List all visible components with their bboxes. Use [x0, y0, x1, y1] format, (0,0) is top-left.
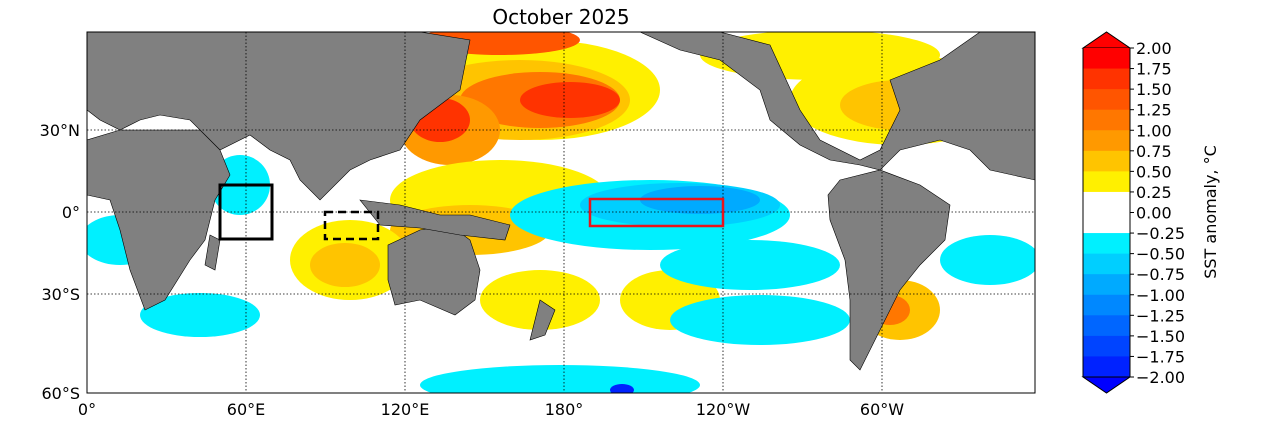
colorbar-segment — [1083, 356, 1130, 378]
colorbar-tick-label: −1.25 — [1136, 306, 1185, 325]
lon-label: 60°W — [860, 400, 904, 419]
colorbar-tick-label: 1.00 — [1136, 121, 1172, 140]
colorbar-segment — [1083, 294, 1130, 316]
colorbar-tick-label: 1.25 — [1136, 101, 1172, 120]
colorbar-segment — [1083, 253, 1130, 275]
lat-label: 60°S — [41, 384, 80, 403]
colorbar-segment — [1083, 191, 1130, 213]
lat-label: 30°N — [40, 121, 80, 140]
nino34-box — [588, 197, 725, 228]
colorbar-tick-label: 2.00 — [1136, 39, 1172, 58]
lat-label: 0° — [62, 203, 80, 222]
lon-labels: 0° 60°E 120°E 180° 120°W 60°W — [78, 400, 904, 419]
colorbar-tick-label: 0.25 — [1136, 183, 1172, 202]
colorbar-segment — [1083, 68, 1130, 90]
colorbar-segment — [1083, 130, 1130, 152]
colorbar-tick-label: −1.00 — [1136, 286, 1185, 305]
colorbar-segment — [1083, 315, 1130, 337]
colorbar-segment — [1083, 150, 1130, 172]
colorbar-tick-label: 1.75 — [1136, 60, 1172, 79]
lat-label: 30°S — [41, 285, 80, 304]
colorbar-segment — [1083, 335, 1130, 357]
sst-anomaly-field — [87, 32, 1035, 393]
colorbar-tick-label: −0.75 — [1136, 265, 1185, 284]
lat-labels: 30°N 0° 30°S 60°S — [40, 121, 80, 403]
lon-label: 120°E — [381, 400, 430, 419]
western-indian-ocean-box — [218, 183, 274, 241]
colorbar-segment — [1083, 48, 1130, 70]
colorbar-extend-under — [1081, 376, 1132, 394]
lon-label: 180° — [545, 400, 584, 419]
graticule — [87, 32, 1035, 393]
colorbar: 2.00 1.751.50 1.251.00 0.750.50 0.25 0.00−0.2… — [1081, 31, 1185, 394]
lon-label: 120°W — [696, 400, 751, 419]
colorbar-tick-label: −1.50 — [1136, 327, 1185, 346]
land-masses — [87, 32, 1035, 371]
eastern-indian-ocean-box — [323, 210, 380, 241]
colorbar-tick-label: −0.50 — [1136, 245, 1185, 264]
colorbar-extend-over — [1081, 31, 1132, 49]
lon-label: 60°E — [227, 400, 265, 419]
colorbar-segment — [1083, 109, 1130, 131]
colorbar-tick-label: 0.00 — [1136, 204, 1172, 223]
colorbar-segment — [1083, 89, 1130, 111]
colorbar-tick-label: −2.00 — [1136, 368, 1185, 387]
colorbar-segment — [1083, 274, 1130, 296]
colorbar-segment — [1083, 233, 1130, 255]
colorbar-tick-label: 0.50 — [1136, 162, 1172, 181]
map-title: October 2025 — [492, 5, 629, 29]
colorbar-label: SST anomaly, °C — [1201, 145, 1220, 279]
colorbar-tick-label: 0.75 — [1136, 142, 1172, 161]
map-panel: 30°N 0° 30°S 60°S 0° 60°E 120°E 180° 120… — [40, 31, 1036, 419]
colorbar-tick-label: −0.25 — [1136, 224, 1185, 243]
colorbar-segment — [1083, 212, 1130, 234]
colorbar-segment — [1083, 171, 1130, 193]
colorbar-tick-label: 1.50 — [1136, 80, 1172, 99]
lon-label: 0° — [78, 400, 96, 419]
colorbar-tick-label: −1.75 — [1136, 347, 1185, 366]
